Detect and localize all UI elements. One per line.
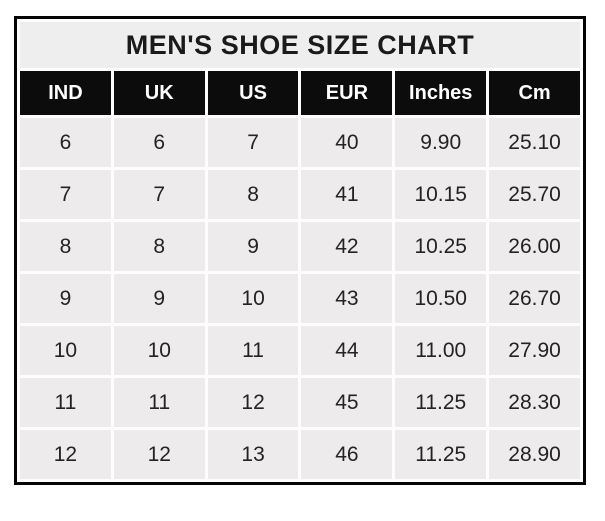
table-cell: 11.25 (395, 430, 487, 479)
table-cell: 8 (20, 222, 111, 271)
table-cell: 26.70 (489, 274, 580, 323)
table-cell: 13 (207, 430, 299, 479)
table-cell: 11 (20, 378, 111, 427)
column-header-eur: EUR (301, 71, 393, 115)
column-header-ind: IND (20, 71, 111, 115)
table-cell: 41 (301, 170, 393, 219)
column-header-row: IND UK US EUR Inches Cm (20, 71, 580, 115)
table-cell: 7 (113, 170, 205, 219)
table-cell: 27.90 (489, 326, 580, 375)
column-header-cm: Cm (489, 71, 580, 115)
table-cell: 9 (207, 222, 299, 271)
table-cell: 11 (207, 326, 299, 375)
table-cell: 42 (301, 222, 393, 271)
table-cell: 28.30 (489, 378, 580, 427)
table-row: 7 7 8 41 10.15 25.70 (20, 170, 580, 219)
table-cell: 40 (301, 118, 393, 167)
table-cell: 11.25 (395, 378, 487, 427)
table-cell: 11 (113, 378, 205, 427)
table-cell: 8 (207, 170, 299, 219)
table-row: 11 11 12 45 11.25 28.30 (20, 378, 580, 427)
column-header-uk: UK (113, 71, 205, 115)
table-cell: 10.15 (395, 170, 487, 219)
table-cell: 10 (20, 326, 111, 375)
column-header-inches: Inches (395, 71, 487, 115)
table-cell: 26.00 (489, 222, 580, 271)
column-header-us: US (207, 71, 299, 115)
table-cell: 28.90 (489, 430, 580, 479)
table-row: 8 8 9 42 10.25 26.00 (20, 222, 580, 271)
table-cell: 46 (301, 430, 393, 479)
table-cell: 6 (113, 118, 205, 167)
table-cell: 10.25 (395, 222, 487, 271)
table-cell: 6 (20, 118, 111, 167)
table-cell: 9 (20, 274, 111, 323)
table-cell: 45 (301, 378, 393, 427)
table-cell: 8 (113, 222, 205, 271)
table-row: 10 10 11 44 11.00 27.90 (20, 326, 580, 375)
table-cell: 9.90 (395, 118, 487, 167)
page-title: MEN'S SHOE SIZE CHART (20, 22, 580, 68)
table-cell: 25.70 (489, 170, 580, 219)
table-cell: 7 (207, 118, 299, 167)
table-cell: 12 (207, 378, 299, 427)
table-cell: 43 (301, 274, 393, 323)
table-row: 12 12 13 46 11.25 28.90 (20, 430, 580, 479)
table-cell: 12 (113, 430, 205, 479)
table-cell: 9 (113, 274, 205, 323)
table-cell: 7 (20, 170, 111, 219)
table-cell: 10.50 (395, 274, 487, 323)
table-cell: 12 (20, 430, 111, 479)
table-cell: 11.00 (395, 326, 487, 375)
table-cell: 10 (113, 326, 205, 375)
table-row: 6 6 7 40 9.90 25.10 (20, 118, 580, 167)
table-cell: 10 (207, 274, 299, 323)
shoe-size-table: MEN'S SHOE SIZE CHART IND UK US EUR Inch… (14, 16, 586, 485)
table-cell: 25.10 (489, 118, 580, 167)
title-row: MEN'S SHOE SIZE CHART (20, 22, 580, 68)
table-cell: 44 (301, 326, 393, 375)
table-row: 9 9 10 43 10.50 26.70 (20, 274, 580, 323)
